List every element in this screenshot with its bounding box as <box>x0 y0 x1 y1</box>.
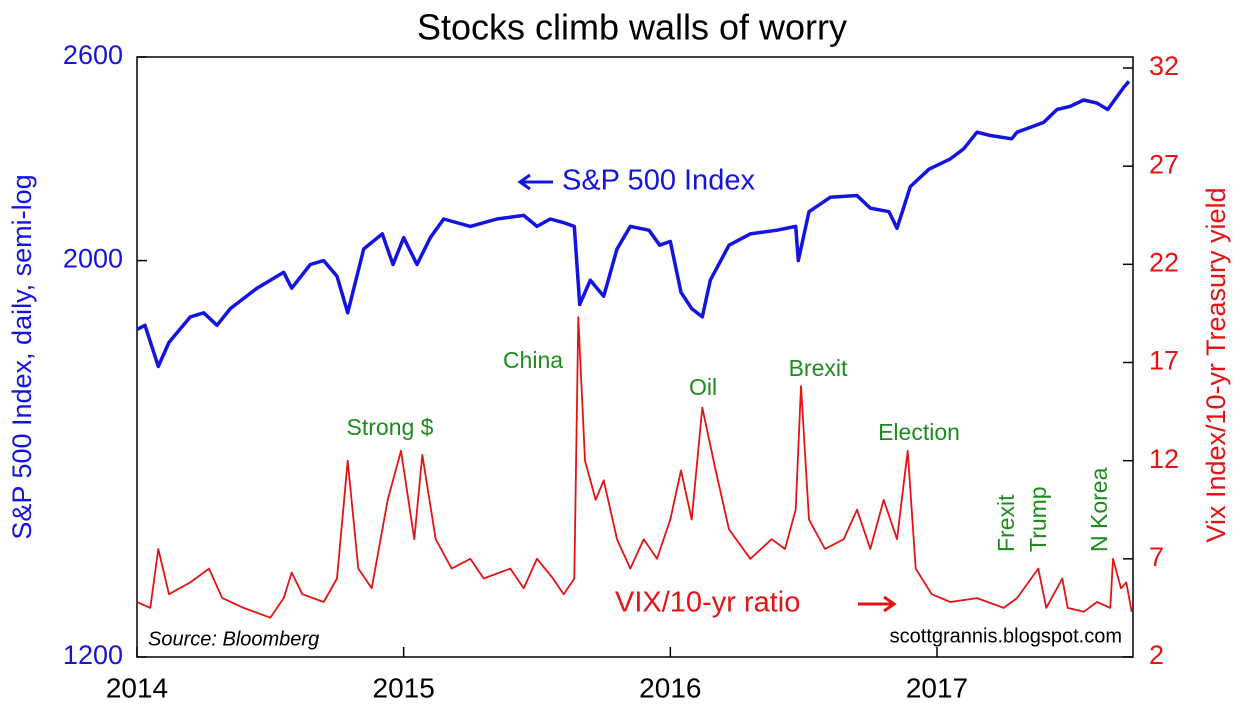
plot-frame <box>136 56 1134 658</box>
x-tick-label: 2014 <box>106 672 168 703</box>
y2-tick-label: 32 <box>1149 51 1179 81</box>
annotation: Trump <box>1025 486 1051 552</box>
credit: scottgrannis.blogspot.com <box>890 625 1122 647</box>
annotation: Election <box>878 419 960 445</box>
arrow <box>517 173 553 191</box>
annotation: Brexit <box>789 355 848 381</box>
y2-tick-label: 7 <box>1149 542 1164 572</box>
annotation: Frexit <box>993 494 1019 552</box>
y2-tick-label: 27 <box>1149 149 1179 179</box>
y2-tick-label: 22 <box>1149 247 1179 277</box>
y-axis-label: S&P 500 Index, daily, semi-log <box>7 174 37 539</box>
y2-tick-label: 17 <box>1149 346 1179 376</box>
arrow <box>858 595 897 613</box>
annotations: China Oil Brexit Strong $ Election Frexi… <box>347 347 1113 552</box>
annotation: China <box>503 347 563 373</box>
source: Source: Bloomberg <box>148 628 319 650</box>
x-tick-label: 2017 <box>906 672 968 703</box>
annotation: Oil <box>689 374 717 400</box>
x-tick-label: 2015 <box>373 672 435 703</box>
y2-tick-label: 2 <box>1149 640 1164 670</box>
series-label: VIX/10-yr ratio <box>615 587 800 619</box>
annotation: Strong $ <box>347 414 434 440</box>
annotation: N Korea <box>1086 467 1112 552</box>
x-tick-label: 2016 <box>639 672 701 703</box>
y2-axis-label: Vix Index/10-yr Treasury yield <box>1201 187 1231 542</box>
series-line <box>136 316 1133 619</box>
series-label: S&P 500 Index <box>562 165 755 197</box>
chart-title: Stocks climb walls of worry <box>417 7 847 48</box>
y-tick-label: 2600 <box>63 40 123 70</box>
y2-tick-label: 12 <box>1149 444 1179 474</box>
series-line <box>136 80 1131 369</box>
y-tick-label: 1200 <box>63 640 123 670</box>
y-tick-label: 2000 <box>63 244 123 274</box>
